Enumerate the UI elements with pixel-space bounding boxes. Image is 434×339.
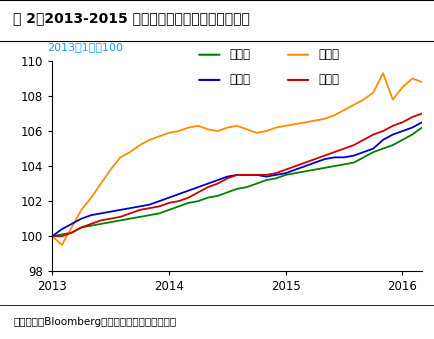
- Text: 2013年1月＝100: 2013年1月＝100: [47, 42, 123, 52]
- Text: 制造业: 制造业: [229, 74, 250, 86]
- Text: 资料来源：Bloomberg、国信证券经济研究所整理: 资料来源：Bloomberg、国信证券经济研究所整理: [13, 317, 176, 327]
- Text: 图 2：2013-2015 年非农部门各行业薪资增长趋势: 图 2：2013-2015 年非农部门各行业薪资增长趋势: [13, 11, 250, 25]
- Text: 采矿业: 采矿业: [318, 48, 339, 61]
- Text: 建筑业: 建筑业: [229, 48, 250, 61]
- Text: 服务业: 服务业: [318, 74, 339, 86]
